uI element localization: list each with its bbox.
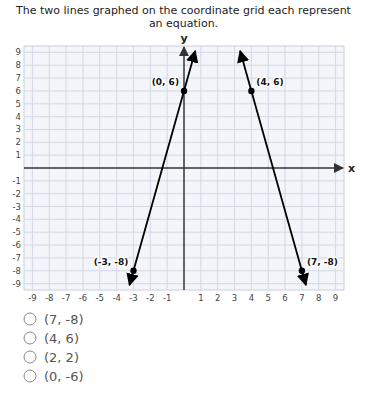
x-tick-label: -1	[163, 293, 171, 303]
y-axis-label: y	[180, 32, 187, 45]
x-tick-label: 4	[249, 293, 254, 303]
point-label: (4, 6)	[256, 77, 283, 87]
choice-label[interactable]: (4, 6)	[44, 331, 79, 346]
x-tick-label: 3	[232, 293, 237, 303]
x-tick-label: 1	[198, 293, 203, 303]
y-tick-label: -1	[13, 176, 21, 186]
point	[130, 268, 136, 274]
line	[251, 91, 302, 271]
x-tick-label: 7	[299, 293, 304, 303]
x-tick-label: -7	[62, 293, 70, 303]
x-tick-label: 5	[265, 293, 270, 303]
choice-label[interactable]: (7, -8)	[44, 312, 84, 327]
x-tick-label: -6	[79, 293, 87, 303]
choice-label[interactable]: (0, -6)	[44, 369, 84, 384]
x-tick-label: -9	[28, 293, 36, 303]
y-tick-label: -9	[13, 279, 21, 289]
y-tick-label: 7	[16, 73, 21, 83]
x-axis-label: x	[348, 162, 355, 175]
point	[299, 268, 305, 274]
point	[248, 88, 254, 94]
y-tick-label: -3	[13, 202, 21, 212]
x-tick-label: 8	[316, 293, 321, 303]
y-tick-label: -5	[13, 227, 21, 237]
point-label: (7, -8)	[307, 257, 338, 267]
choice[interactable]: (4, 6)	[24, 331, 79, 346]
x-tick-label: -5	[96, 293, 104, 303]
line-extension	[240, 51, 251, 91]
choice[interactable]: (2, 2)	[24, 350, 79, 365]
y-tick-label: 3	[16, 124, 21, 134]
data	[129, 51, 305, 285]
y-tick-label: -6	[13, 240, 21, 250]
x-tick-label: -3	[129, 293, 137, 303]
plot-area	[24, 46, 344, 290]
y-tick-label: 5	[16, 99, 21, 109]
x-tick-label: -8	[45, 293, 53, 303]
point	[181, 88, 187, 94]
y-tick-label: 8	[16, 60, 21, 70]
x-tick-label: 2	[215, 293, 220, 303]
x-tick-label: -2	[146, 293, 154, 303]
radio-button[interactable]	[24, 332, 36, 344]
point-label: (0, 6)	[152, 77, 179, 87]
radio-button[interactable]	[24, 351, 36, 363]
title-line: The two lines graphed on the coordinate …	[15, 4, 352, 17]
line-extension	[184, 51, 195, 91]
choice-label[interactable]: (2, 2)	[44, 350, 79, 365]
line	[133, 91, 184, 271]
x-tick-label: 9	[333, 293, 338, 303]
y-tick-label: 6	[16, 86, 21, 96]
x-tick-label: -4	[112, 293, 120, 303]
y-tick-label: -2	[13, 189, 21, 199]
y-tick-label: 9	[16, 47, 21, 57]
point-label: (-3, -8)	[94, 257, 129, 267]
title: The two lines graphed on the coordinate …	[15, 4, 352, 30]
y-tick-label: 4	[16, 112, 21, 122]
choice[interactable]: (7, -8)	[24, 312, 84, 327]
title-line: an equation.	[149, 17, 218, 30]
y-tick-label: 1	[16, 150, 21, 160]
y-axis	[183, 47, 185, 290]
choice[interactable]: (0, -6)	[24, 369, 84, 384]
y-tick-label: -4	[13, 214, 21, 224]
y-tick-label: 2	[16, 137, 21, 147]
radio-button[interactable]	[24, 370, 36, 382]
grid	[24, 46, 344, 290]
x-tick-label: 6	[282, 293, 287, 303]
y-tick-label: -7	[13, 253, 21, 263]
y-tick-label: -8	[13, 266, 21, 276]
labels: (-3, -8) (0, 6) (4, 6) (7, -8)	[94, 77, 338, 267]
radio-button[interactable]	[24, 313, 36, 325]
